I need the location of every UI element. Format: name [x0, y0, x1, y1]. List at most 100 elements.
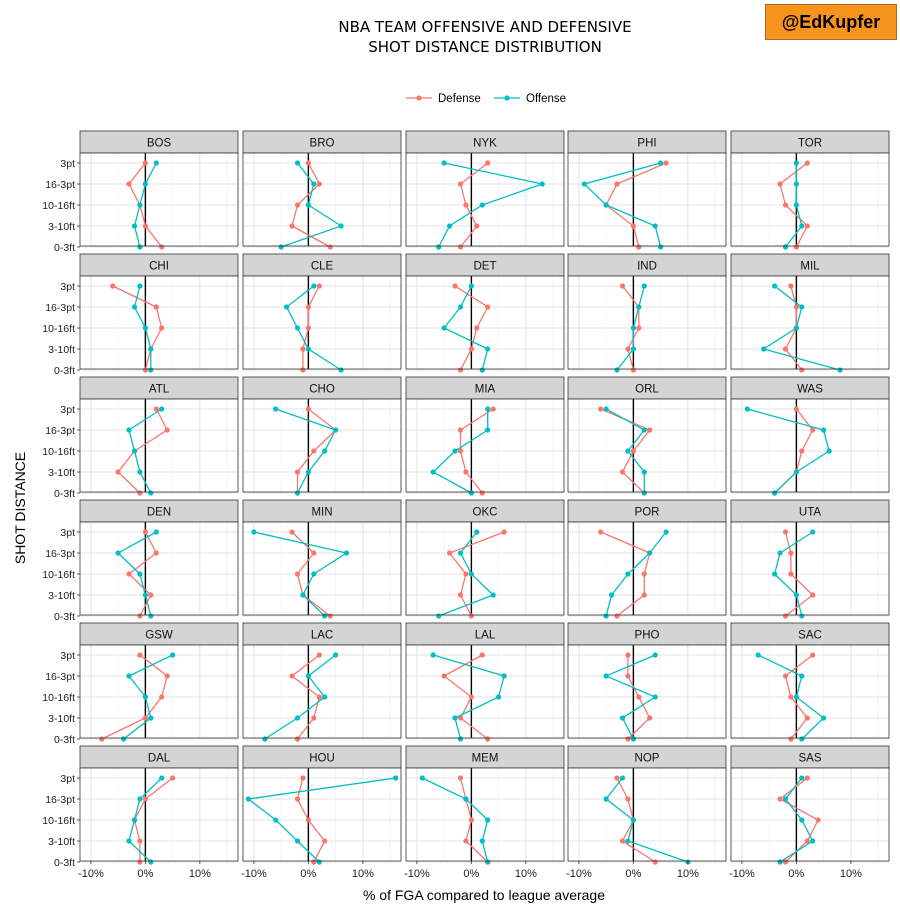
- point-defense-det: [457, 367, 464, 373]
- panel-sac: SAC: [730, 622, 890, 742]
- panel-title-uta: UTA: [799, 507, 821, 519]
- point-defense-det: [474, 325, 480, 331]
- point-offense-bos: [137, 202, 143, 208]
- point-offense-cle: [284, 304, 290, 310]
- plot-background: [80, 645, 238, 738]
- point-offense-lac: [262, 736, 268, 742]
- point-offense-bro: [294, 160, 301, 166]
- panel-plot-min: [242, 521, 402, 619]
- point-offense-tor: [793, 202, 799, 208]
- y-tick-label: 16-3pt: [45, 548, 75, 560]
- chart-title-line-1: NBA TEAM OFFENSIVE AND DEFENSIVE: [338, 18, 632, 36]
- point-offense-sac: [799, 736, 805, 742]
- point-offense-bos: [131, 223, 138, 229]
- panel-border: [242, 275, 402, 370]
- panel-cho: CHO: [242, 376, 402, 496]
- panel-title-sac: SAC: [798, 630, 822, 642]
- y-tick-label: 16-3pt: [45, 425, 75, 437]
- point-offense-nop: [603, 796, 609, 802]
- point-offense-lal: [457, 736, 464, 742]
- point-offense-pho: [630, 736, 636, 742]
- point-defense-bro: [289, 223, 295, 229]
- point-defense-por: [641, 571, 647, 577]
- point-offense-mil: [837, 367, 843, 373]
- point-offense-den: [148, 613, 154, 619]
- point-defense-ind: [630, 367, 636, 373]
- legend-marker-defense: [416, 95, 422, 101]
- point-defense-cle: [300, 367, 306, 373]
- panel-title-cle: CLE: [311, 261, 334, 273]
- point-defense-dal: [142, 796, 148, 802]
- y-tick-label: 10-16ft: [42, 323, 75, 335]
- panel-atl: ATL 3pt 16-3pt 10-16ft 3-10ft 0-3ft: [42, 376, 239, 500]
- y-tick-label: 16-3pt: [45, 302, 75, 314]
- point-offense-nop: [619, 775, 626, 781]
- panel-plot-bro: [242, 152, 402, 250]
- panel-gsw: GSW 3pt 16-3pt 10-16ft 3-10ft 0-3ft: [42, 622, 239, 746]
- panel-lac: LAC: [242, 622, 402, 742]
- point-offense-lal: [430, 652, 436, 658]
- point-defense-dal: [170, 775, 176, 781]
- point-defense-tor: [782, 202, 789, 208]
- point-defense-lal: [485, 736, 491, 742]
- point-defense-lac: [316, 694, 322, 700]
- plot-background: [80, 522, 238, 615]
- point-defense-por: [641, 592, 647, 598]
- point-defense-bos: [159, 244, 165, 250]
- plot-background: [568, 399, 726, 492]
- point-defense-orl: [598, 406, 604, 412]
- panel-plot-det: [405, 275, 565, 373]
- panel-title-was: WAS: [797, 384, 823, 396]
- plot-background: [406, 276, 564, 369]
- plot-background: [731, 153, 889, 246]
- point-offense-phi: [652, 223, 658, 229]
- point-defense-ind: [619, 283, 626, 289]
- panel-chi: CHI 3pt 16-3pt 10-16ft 3-10ft 0-3ft: [42, 253, 239, 377]
- point-defense-mem: [463, 838, 469, 844]
- point-offense-mem: [485, 859, 491, 865]
- point-offense-ind: [630, 325, 636, 331]
- panel-border: [405, 644, 565, 739]
- point-defense-den: [126, 571, 132, 577]
- point-offense-nyk: [539, 181, 545, 187]
- panel-title-mia: MIA: [475, 384, 496, 396]
- panel-border: [79, 152, 239, 247]
- point-defense-phi: [630, 223, 636, 229]
- point-offense-det: [457, 304, 464, 310]
- point-defense-pho: [625, 736, 631, 742]
- panel-was: WAS: [730, 376, 890, 496]
- point-defense-uta: [782, 529, 789, 535]
- point-offense-ind: [630, 346, 636, 352]
- point-offense-cle: [294, 325, 301, 331]
- y-tick-label: 3-10ft: [48, 221, 75, 233]
- panel-border: [79, 275, 239, 370]
- panel-plot-nop: -10% 0% 10%: [566, 767, 727, 880]
- point-defense-sas: [804, 775, 810, 781]
- point-defense-det: [485, 304, 491, 310]
- point-defense-phi: [636, 244, 642, 250]
- point-offense-nyk: [441, 160, 447, 166]
- point-offense-tor: [793, 181, 799, 187]
- plot-background: [731, 645, 889, 738]
- point-offense-det: [468, 283, 474, 289]
- point-defense-atl: [115, 469, 121, 475]
- point-offense-chi: [142, 325, 148, 331]
- point-defense-hou: [311, 859, 317, 865]
- panel-plot-sas: -10% 0% 10%: [729, 767, 890, 880]
- panel-plot-lac: [242, 644, 402, 742]
- point-offense-sac: [755, 652, 761, 658]
- point-defense-dal: [137, 838, 143, 844]
- point-defense-det: [468, 346, 474, 352]
- point-offense-ind: [614, 367, 620, 373]
- point-offense-cho: [305, 469, 311, 475]
- point-offense-okc: [436, 613, 442, 619]
- y-tick-label: 0-3ft: [54, 242, 75, 254]
- y-tick-label: 3pt: [60, 158, 75, 170]
- point-defense-lac: [311, 715, 317, 721]
- point-offense-cle: [311, 283, 317, 289]
- point-offense-sas: [777, 859, 783, 865]
- panel-title-phi: PHI: [637, 138, 656, 150]
- point-offense-por: [603, 613, 609, 619]
- point-defense-atl: [153, 406, 159, 412]
- point-offense-orl: [625, 448, 631, 454]
